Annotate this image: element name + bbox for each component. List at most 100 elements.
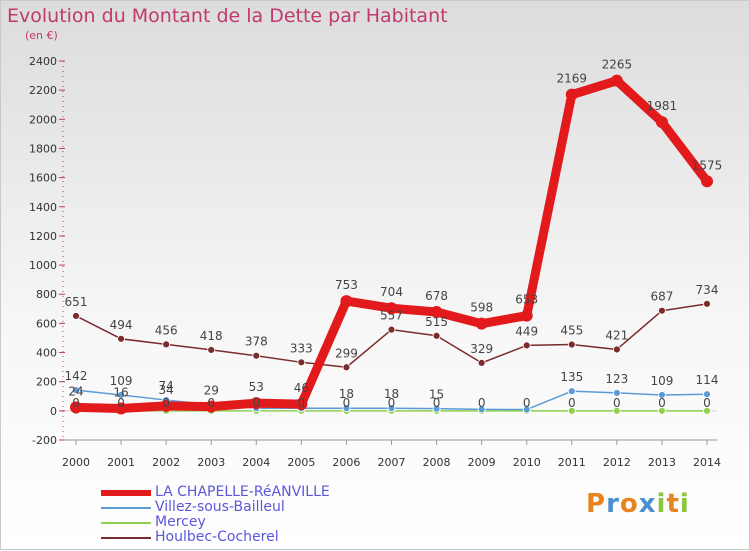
legend-item-mercey[interactable]: Mercey (101, 515, 330, 530)
data-label: 1575 (692, 158, 723, 172)
legend-item-houlbec[interactable]: Houlbec-Cocherel (101, 530, 330, 545)
data-point (477, 358, 486, 367)
data-point (477, 405, 486, 414)
data-label: 34 (159, 383, 174, 397)
data-point (70, 401, 82, 414)
legend-label: Mercey (155, 514, 206, 530)
data-label: 0 (613, 396, 621, 410)
data-point (387, 325, 396, 334)
y-tick-label: 1600 (29, 172, 57, 185)
data-label: 2265 (602, 58, 633, 72)
data-label: 455 (560, 324, 583, 338)
data-point (567, 406, 576, 415)
data-point (387, 404, 396, 413)
x-tick-label: 2012 (603, 456, 631, 469)
data-label: 0 (343, 396, 351, 410)
data-label: 329 (470, 342, 493, 356)
y-tick-label: 1000 (29, 259, 57, 272)
data-label: 29 (204, 384, 219, 398)
y-tick-label: 0 (50, 405, 57, 418)
data-label: 418 (200, 329, 223, 343)
brand-logo[interactable]: Proxiti (586, 489, 690, 519)
data-label: 299 (335, 346, 358, 360)
legend: LA CHAPELLE-RéANVILLE Villez-sous-Baille… (101, 485, 330, 545)
data-point (295, 398, 308, 411)
y-tick-label: -200 (32, 434, 57, 447)
x-tick-label: 2001 (107, 456, 135, 469)
data-label: 0 (162, 396, 170, 410)
data-label: 142 (65, 369, 88, 383)
x-tick-label: 2003 (197, 456, 225, 469)
y-tick-label: 400 (36, 347, 57, 360)
chart-title: Evolution du Montant de la Dette par Hab… (7, 5, 448, 27)
legend-swatch (101, 521, 151, 524)
data-point (432, 331, 441, 340)
data-label: 46 (294, 381, 309, 395)
data-label: 18 (339, 387, 354, 401)
data-point (162, 340, 171, 349)
legend-label: LA CHAPELLE-RéANVILLE (155, 484, 330, 500)
data-point (522, 405, 531, 414)
data-label: 734 (696, 283, 719, 297)
legend-label: Villez-sous-Bailleul (155, 499, 285, 515)
data-point (703, 390, 711, 399)
data-label: 653 (515, 293, 538, 307)
data-label: 0 (207, 396, 215, 410)
data-point (72, 386, 80, 395)
y-tick-label: 800 (36, 288, 57, 301)
data-point (567, 387, 576, 396)
y-tick-label: 1800 (29, 142, 57, 155)
data-label: 515 (425, 315, 448, 329)
data-label: 15 (429, 388, 444, 402)
legend-swatch (101, 536, 151, 539)
data-point (385, 302, 398, 315)
data-label: 449 (515, 324, 538, 338)
data-label: 18 (384, 387, 399, 401)
data-label: 1981 (647, 99, 678, 113)
data-label: 598 (470, 301, 493, 315)
data-point (160, 399, 173, 412)
data-label: 0 (298, 396, 306, 410)
data-label: 16 (113, 386, 128, 400)
data-label: 704 (380, 285, 403, 299)
y-tick-label: 600 (36, 317, 57, 330)
legend-item-villez[interactable]: Villez-sous-Bailleul (101, 500, 330, 515)
legend-label: Houlbec-Cocherel (155, 529, 279, 545)
data-point (567, 340, 576, 349)
y-tick-label: 1200 (29, 230, 57, 243)
data-point (612, 389, 621, 397)
data-label: 53 (249, 380, 264, 394)
x-tick-label: 2008 (423, 456, 451, 469)
data-point (522, 341, 531, 350)
data-point (432, 404, 441, 413)
x-tick-label: 2004 (242, 456, 270, 469)
data-point (115, 402, 128, 415)
data-point (117, 391, 125, 399)
data-point (250, 397, 263, 410)
data-label: 0 (703, 396, 711, 410)
data-label: 651 (65, 295, 88, 309)
data-label: 2169 (557, 72, 588, 86)
data-label: 123 (605, 372, 628, 386)
data-label: 0 (388, 396, 396, 410)
series-layer (70, 74, 713, 415)
data-label: 421 (605, 328, 628, 342)
legend-swatch (101, 489, 151, 496)
data-label: 687 (650, 290, 673, 304)
data-point (655, 116, 668, 129)
y-tick-label: 2400 (29, 55, 57, 68)
data-point (252, 351, 261, 360)
x-tick-label: 2005 (287, 456, 315, 469)
legend-item-la-chapelle[interactable]: LA CHAPELLE-RéANVILLE (101, 485, 330, 500)
data-point (205, 400, 218, 413)
data-point (701, 175, 713, 188)
data-point (342, 404, 351, 413)
x-tick-label: 2006 (332, 456, 360, 469)
data-point (612, 345, 621, 354)
data-point (658, 406, 666, 415)
data-label: 557 (380, 309, 403, 323)
data-point (565, 88, 578, 101)
data-point (703, 299, 711, 308)
chart-unit: (en €) (25, 29, 58, 42)
